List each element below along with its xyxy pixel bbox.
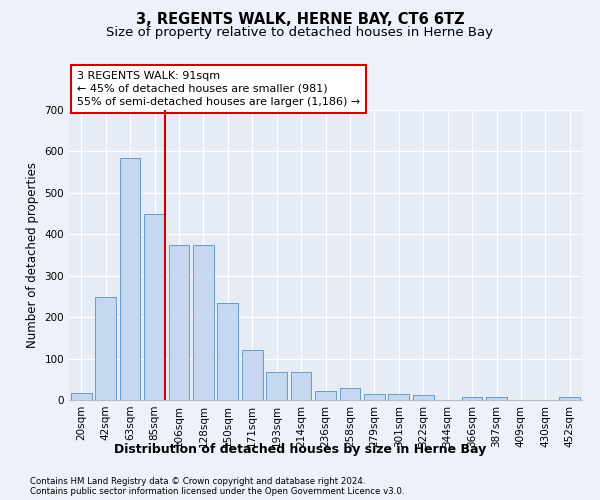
Text: Distribution of detached houses by size in Herne Bay: Distribution of detached houses by size … (114, 442, 486, 456)
Bar (217, 302, 238, 400)
Bar (413, 395, 434, 400)
Text: 3, REGENTS WALK, HERNE BAY, CT6 6TZ: 3, REGENTS WALK, HERNE BAY, CT6 6TZ (136, 12, 464, 28)
Bar (95, 298, 116, 400)
Bar (461, 396, 482, 400)
Bar (144, 214, 165, 400)
Text: 3 REGENTS WALK: 91sqm
← 45% of detached houses are smaller (981)
55% of semi-det: 3 REGENTS WALK: 91sqm ← 45% of detached … (77, 70, 360, 107)
Text: Contains HM Land Registry data © Crown copyright and database right 2024.: Contains HM Land Registry data © Crown c… (30, 478, 365, 486)
Bar (242, 350, 263, 400)
Bar (486, 396, 507, 400)
Bar (315, 391, 336, 400)
Bar (266, 372, 287, 400)
Bar (559, 396, 580, 400)
Bar (119, 158, 140, 400)
Bar (340, 388, 361, 400)
Bar (388, 394, 409, 400)
Bar (364, 394, 385, 400)
Bar (290, 372, 311, 400)
Bar (169, 244, 190, 400)
Y-axis label: Number of detached properties: Number of detached properties (26, 162, 39, 348)
Bar (71, 392, 92, 400)
Text: Contains public sector information licensed under the Open Government Licence v3: Contains public sector information licen… (30, 488, 404, 496)
Bar (193, 244, 214, 400)
Text: Size of property relative to detached houses in Herne Bay: Size of property relative to detached ho… (107, 26, 493, 39)
